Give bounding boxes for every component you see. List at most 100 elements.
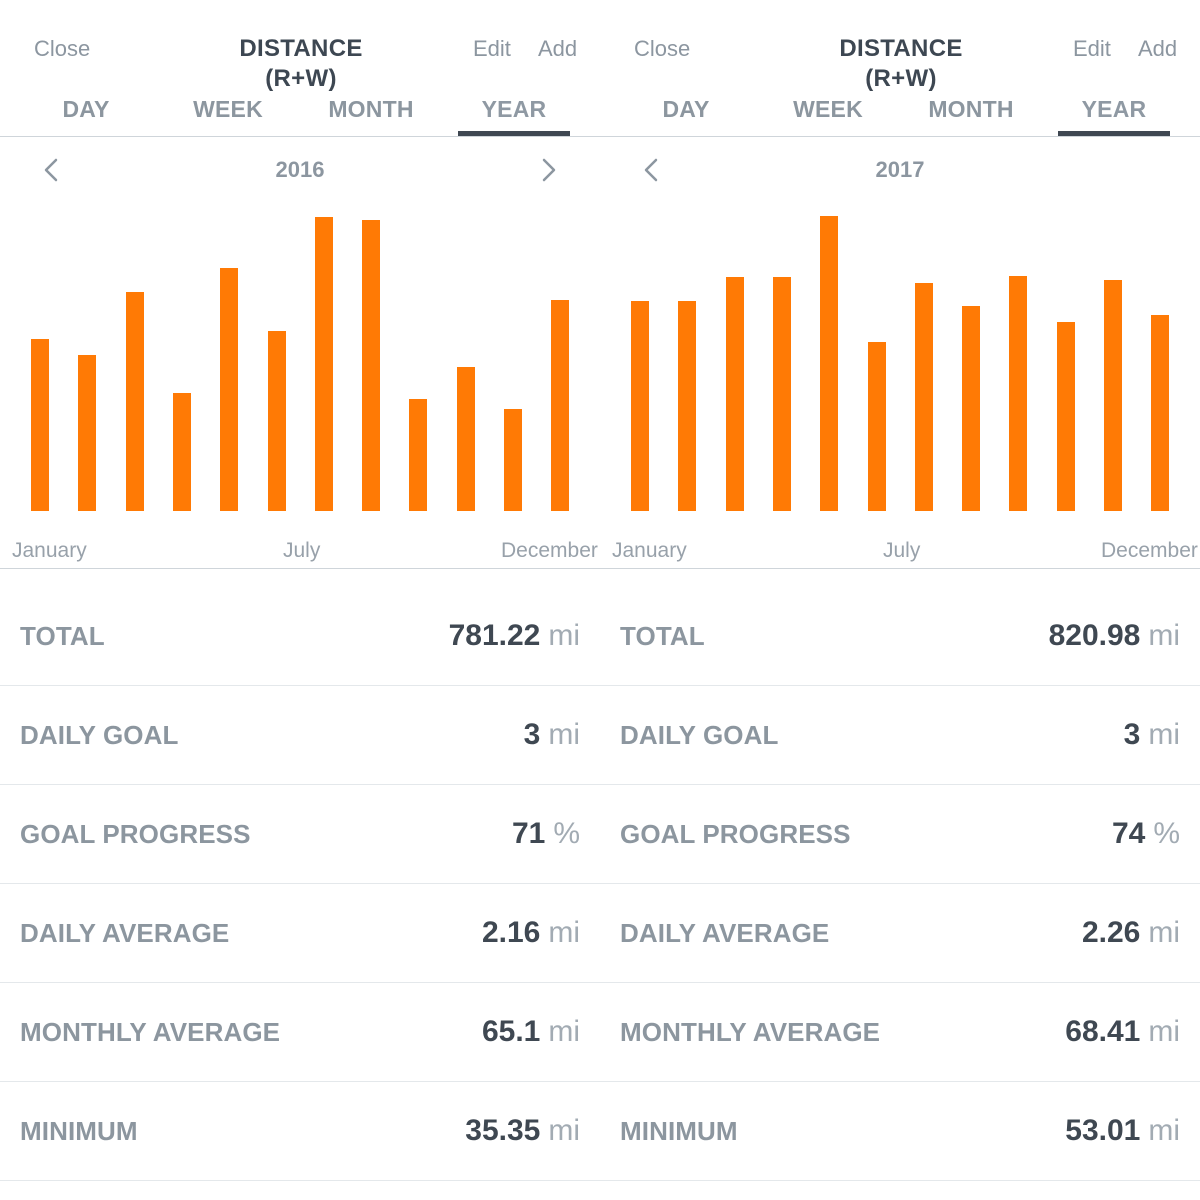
tab-week[interactable]: WEEK (193, 96, 263, 122)
chart-bar-feb (78, 355, 97, 511)
screen-title: DISTANCE (R+W) (839, 35, 963, 92)
edit-button[interactable]: Edit (1073, 36, 1111, 61)
stat-number: 820.98 (1048, 619, 1141, 652)
chart-bar-apr (172, 392, 191, 511)
stat-row-monthly-average[interactable]: MONTHLY AVERAGE 65.1 mi (0, 983, 600, 1082)
add-button[interactable]: Add (1138, 36, 1178, 61)
chart-bar-oct (1056, 322, 1075, 511)
chevron-right-icon[interactable] (536, 158, 560, 182)
stat-label: TOTAL (20, 621, 105, 651)
stat-unit: mi (548, 916, 580, 949)
screen-title: DISTANCE (R+W) (239, 35, 363, 92)
year-label: 2016 (275, 157, 325, 182)
tab-month[interactable]: MONTH (928, 96, 1014, 122)
stat-number: 74 (1111, 817, 1146, 850)
chart-bar-may (220, 268, 239, 511)
x-axis-label: July (283, 539, 321, 562)
chart-bar-mar (725, 277, 744, 511)
close-button[interactable]: Close (34, 36, 91, 61)
add-button[interactable]: Add (538, 36, 578, 61)
stat-row-minimum[interactable]: MINIMUM 53.01 mi (600, 1082, 1200, 1181)
stat-label: DAILY GOAL (620, 720, 779, 750)
chart-bar-aug (362, 220, 381, 511)
stat-unit: mi (1148, 916, 1180, 949)
stat-value: 74% (1112, 816, 1180, 852)
stat-row-daily-average[interactable]: DAILY AVERAGE 2.26 mi (600, 884, 1200, 983)
stat-label: MONTHLY AVERAGE (620, 1017, 881, 1047)
chart-bar-aug (962, 305, 981, 511)
stat-row-daily-goal[interactable]: DAILY GOAL 3 mi (0, 686, 600, 785)
x-axis-label: January (612, 539, 687, 562)
stat-unit: mi (1148, 619, 1180, 652)
chart-bar-oct (456, 367, 475, 511)
stat-unit: mi (548, 718, 580, 751)
stat-number: 53.01 (1065, 1114, 1141, 1147)
top-bar: Close DISTANCE (R+W) Edit Add (0, 0, 600, 92)
stat-row-goal-progress[interactable]: GOAL PROGRESS 74% (600, 785, 1200, 884)
tab-week[interactable]: WEEK (793, 96, 863, 122)
chart-bar-mar (125, 292, 144, 511)
x-axis-labels: January July December (600, 534, 1200, 569)
tab-month[interactable]: MONTH (328, 96, 414, 122)
chart-bar-apr (772, 277, 791, 511)
stat-number: 3 (1123, 718, 1141, 751)
chart-bar-jan (631, 301, 649, 511)
stat-value: 2.16 mi (482, 915, 580, 951)
year-navigator: 2017 (600, 146, 1200, 196)
stats-list: TOTAL 820.98 mi DAILY GOAL 3 mi GOAL PROGRESS 7… (600, 587, 1200, 1181)
year-label: 2017 (875, 157, 925, 182)
chart-bar-nov (504, 409, 522, 511)
tab-day[interactable]: DAY (62, 96, 110, 122)
chart-bar-nov (1104, 280, 1122, 511)
stat-label: GOAL PROGRESS (620, 819, 851, 849)
tab-year[interactable]: YEAR (1058, 94, 1170, 136)
stat-row-monthly-average[interactable]: MONTHLY AVERAGE 68.41 mi (600, 983, 1200, 1082)
chart-bar-sep (409, 398, 428, 511)
stat-unit: mi (548, 1015, 580, 1048)
monthly-distance-chart (600, 210, 1200, 520)
monthly-distance-chart (0, 210, 600, 520)
stat-label: DAILY AVERAGE (20, 918, 230, 948)
stat-label: TOTAL (620, 621, 705, 651)
stat-value: 53.01 mi (1065, 1113, 1180, 1149)
x-axis-label: January (12, 539, 87, 562)
chart-bar-jul (314, 217, 333, 511)
x-axis-labels: January July December (0, 534, 600, 569)
stat-number: 781.22 (448, 619, 541, 652)
stat-value: 2.26 mi (1082, 915, 1180, 951)
stat-number: 2.16 (481, 916, 541, 949)
x-axis-label: December (1101, 539, 1198, 562)
stat-unit: mi (1148, 1015, 1180, 1048)
stat-number: 65.1 (481, 1015, 541, 1048)
stat-label: DAILY AVERAGE (620, 918, 830, 948)
chart-bar-may (820, 215, 839, 511)
stat-row-total[interactable]: TOTAL 820.98 mi (600, 587, 1200, 686)
chart-bar-jan (31, 338, 49, 511)
tab-year[interactable]: YEAR (458, 94, 570, 136)
stat-value: 35.35 mi (465, 1113, 580, 1149)
stat-row-daily-average[interactable]: DAILY AVERAGE 2.16 mi (0, 884, 600, 983)
stat-label: GOAL PROGRESS (20, 819, 251, 849)
stat-number: 68.41 (1065, 1015, 1141, 1048)
stat-value: 71% (512, 816, 580, 852)
tab-day[interactable]: DAY (662, 96, 710, 122)
stat-row-goal-progress[interactable]: GOAL PROGRESS 71% (0, 785, 600, 884)
year-navigator: 2016 (0, 146, 600, 196)
close-button[interactable]: Close (634, 36, 691, 61)
edit-button[interactable]: Edit (473, 36, 511, 61)
stat-number: 35.35 (465, 1114, 541, 1147)
stat-row-total[interactable]: TOTAL 781.22 mi (0, 587, 600, 686)
top-bar: Close DISTANCE (R+W) Edit Add (600, 0, 1200, 92)
chart-bar-dec (551, 299, 570, 511)
stat-unit: mi (548, 1114, 580, 1147)
period-tabs: DAY WEEK MONTH YEAR (0, 82, 600, 137)
stat-unit: mi (548, 619, 580, 652)
stat-value: 68.41 mi (1065, 1014, 1180, 1050)
stat-number: 2.26 (1081, 916, 1141, 949)
stat-value: 65.1 mi (482, 1014, 580, 1050)
chevron-left-icon[interactable] (640, 158, 664, 182)
stat-row-minimum[interactable]: MINIMUM 35.35 mi (0, 1082, 600, 1181)
stat-row-daily-goal[interactable]: DAILY GOAL 3 mi (600, 686, 1200, 785)
stat-unit: % (553, 817, 580, 850)
chevron-left-icon[interactable] (40, 158, 64, 182)
